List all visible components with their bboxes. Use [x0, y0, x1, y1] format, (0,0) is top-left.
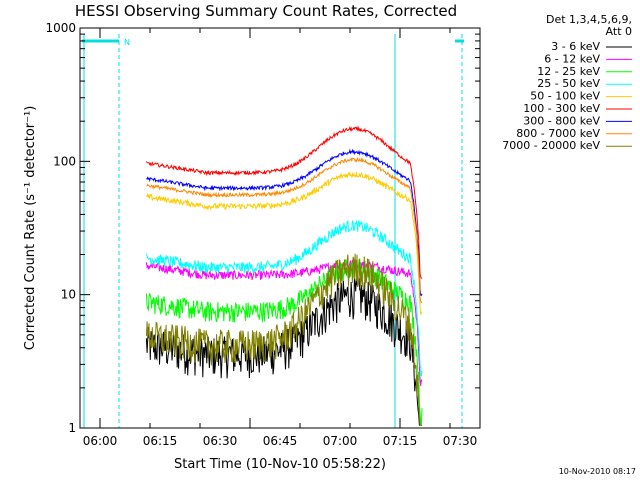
- series-line: [145, 171, 423, 315]
- x-tick-label: 07:15: [383, 434, 418, 448]
- legend-entry-label: 50 - 100 keV: [530, 90, 600, 103]
- legend-entry-label: 100 - 300 keV: [523, 102, 600, 115]
- series-line: [146, 148, 423, 297]
- y-tick-label: 10: [61, 288, 76, 302]
- chart-title: HESSI Observing Summary Count Rates, Cor…: [75, 2, 457, 20]
- plot-frame: [79, 27, 481, 429]
- series-line: [146, 157, 423, 304]
- series-line: [145, 253, 422, 426]
- series-line: [145, 219, 423, 377]
- x-tick-label: 07:30: [443, 434, 478, 448]
- legend-entry-label: 7000 - 20000 keV: [502, 139, 600, 152]
- series-line: [145, 259, 423, 386]
- legend-header: Det 1,3,4,5,6,9,: [546, 13, 632, 26]
- series-line: [145, 277, 422, 426]
- legend-entry-label: 800 - 7000 keV: [516, 127, 600, 140]
- series-line: [145, 125, 423, 279]
- x-tick-label: 06:30: [203, 434, 238, 448]
- legend-entry-label: 12 - 25 keV: [537, 65, 600, 78]
- y-tick-label: 1: [68, 421, 76, 435]
- x-tick-label: 07:00: [323, 434, 358, 448]
- y-axis-ticks: 1 10 100 1000: [45, 21, 480, 435]
- y-axis-label: Corrected Count Rate (s⁻¹ detector⁻¹): [23, 106, 38, 351]
- plot-area: N: [82, 34, 464, 428]
- legend-entry-label: 300 - 800 keV: [523, 114, 600, 127]
- x-tick-label: 06:45: [263, 434, 298, 448]
- x-axis-label: Start Time (10-Nov-10 05:58:22): [174, 457, 386, 472]
- generation-timestamp: 10-Nov-2010 08:17: [559, 467, 636, 476]
- x-axis-ticks: 06:00 06:15 06:30 06:45 07:00 07:15 07:30: [83, 28, 478, 448]
- x-tick-label: 06:00: [83, 434, 118, 448]
- legend-header: Att 0: [606, 25, 632, 38]
- x-tick-label: 06:15: [143, 434, 178, 448]
- y-tick-label: 1000: [45, 21, 76, 35]
- y-tick-label: 100: [53, 154, 76, 168]
- legend-entry-label: 6 - 12 keV: [544, 52, 600, 65]
- legend-entry-label: 3 - 6 keV: [551, 40, 600, 53]
- legend-entry-label: 25 - 50 keV: [537, 77, 600, 90]
- night-flag-label: N: [124, 38, 130, 47]
